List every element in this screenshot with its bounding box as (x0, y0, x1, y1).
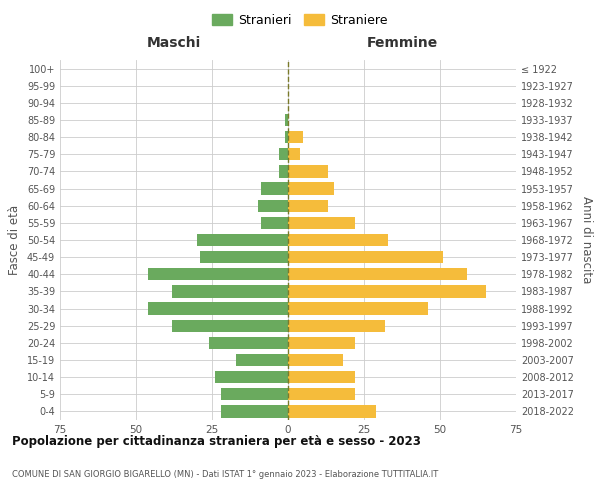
Text: Popolazione per cittadinanza straniera per età e sesso - 2023: Popolazione per cittadinanza straniera p… (12, 435, 421, 448)
Bar (288, 148, 300, 160)
Bar (288, 251, 443, 264)
Bar (288, 166, 328, 177)
Bar (288, 131, 303, 143)
Bar (148, 302, 288, 314)
Bar (288, 320, 385, 332)
Bar (288, 406, 376, 417)
Bar (236, 354, 288, 366)
Bar (215, 371, 288, 384)
Bar (288, 336, 355, 349)
Bar (279, 166, 288, 177)
Y-axis label: Fasce di età: Fasce di età (8, 205, 21, 275)
Bar (288, 216, 355, 229)
Text: COMUNE DI SAN GIORGIO BIGARELLO (MN) - Dati ISTAT 1° gennaio 2023 - Elaborazione: COMUNE DI SAN GIORGIO BIGARELLO (MN) - D… (12, 470, 438, 479)
Bar (288, 200, 328, 212)
Y-axis label: Anni di nascita: Anni di nascita (580, 196, 593, 284)
Bar (288, 371, 355, 384)
Bar (288, 388, 355, 400)
Bar (221, 388, 288, 400)
Bar (285, 114, 288, 126)
Bar (288, 234, 388, 246)
Bar (257, 200, 288, 212)
Bar (172, 320, 288, 332)
Bar (285, 131, 288, 143)
Bar (288, 182, 334, 194)
Text: Maschi: Maschi (147, 36, 201, 50)
Legend: Stranieri, Straniere: Stranieri, Straniere (207, 8, 393, 32)
Bar (209, 336, 288, 349)
Bar (172, 286, 288, 298)
Bar (288, 354, 343, 366)
Bar (148, 268, 288, 280)
Bar (288, 302, 428, 314)
Bar (260, 182, 288, 194)
Text: Femmine: Femmine (367, 36, 437, 50)
Bar (288, 286, 485, 298)
Bar (260, 216, 288, 229)
Bar (221, 406, 288, 417)
Bar (200, 251, 288, 264)
Bar (288, 268, 467, 280)
Bar (279, 148, 288, 160)
Bar (197, 234, 288, 246)
